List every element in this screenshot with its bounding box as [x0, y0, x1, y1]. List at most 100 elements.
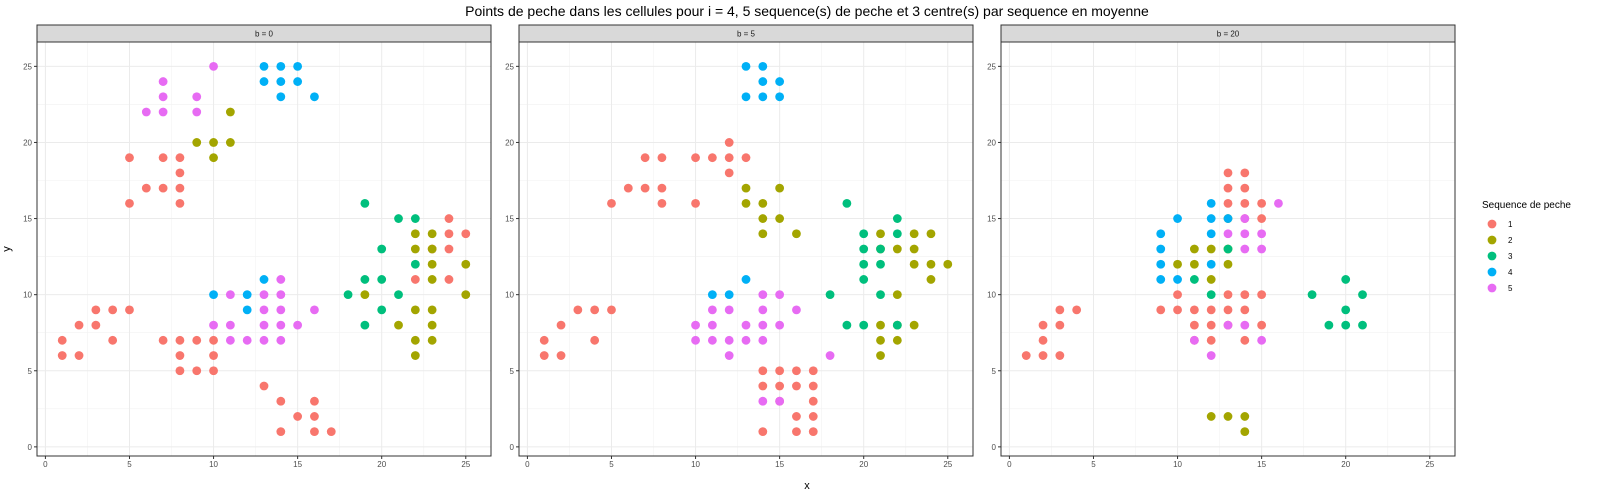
data-point	[276, 92, 286, 102]
data-point	[775, 381, 785, 391]
data-point	[876, 320, 885, 330]
data-point	[175, 168, 185, 178]
data-point	[293, 320, 303, 330]
data-point	[1038, 320, 1048, 330]
data-point	[607, 305, 616, 315]
data-point	[775, 396, 785, 406]
data-point	[108, 305, 118, 315]
data-point	[539, 335, 549, 345]
data-point	[1240, 183, 1250, 193]
data-point	[427, 244, 437, 254]
data-point	[909, 259, 919, 269]
legend-label: 2	[1508, 236, 1513, 245]
data-point	[691, 198, 700, 208]
y-tick-label: 10	[987, 291, 996, 300]
y-tick-label: 5	[992, 367, 997, 376]
data-point	[276, 61, 286, 71]
data-point	[876, 229, 885, 239]
data-point	[1156, 259, 1166, 269]
data-point	[1257, 198, 1267, 208]
data-point	[758, 198, 768, 208]
legend-swatch	[1487, 283, 1497, 293]
data-point	[539, 351, 549, 360]
x-tick-label: 15	[293, 460, 302, 469]
x-tick-label: 10	[209, 460, 218, 469]
data-point	[573, 305, 583, 315]
data-point	[225, 107, 235, 117]
data-point	[1240, 335, 1250, 345]
data-point	[775, 92, 785, 102]
data-point	[556, 320, 566, 330]
x-tick-label: 25	[461, 460, 470, 469]
data-point	[758, 92, 768, 102]
data-point	[758, 77, 768, 86]
data-point	[377, 244, 387, 254]
data-point	[293, 77, 303, 86]
data-point	[1038, 335, 1048, 345]
data-point	[758, 366, 768, 376]
data-point	[792, 412, 801, 421]
data-point	[707, 153, 717, 163]
data-point	[758, 305, 768, 315]
data-point	[125, 198, 134, 208]
data-point	[377, 305, 387, 315]
data-point	[259, 61, 269, 71]
data-point	[343, 290, 353, 300]
legend-label: 3	[1508, 252, 1513, 261]
x-tick-label: 5	[127, 460, 132, 469]
data-point	[657, 198, 667, 208]
data-point	[394, 320, 403, 330]
data-point	[427, 275, 437, 284]
legend-label: 5	[1508, 284, 1513, 293]
data-point	[108, 335, 118, 345]
data-point	[444, 244, 454, 254]
data-point	[792, 305, 801, 315]
data-point	[1072, 305, 1082, 315]
legend-swatch	[1487, 267, 1497, 277]
data-point	[657, 183, 667, 193]
data-point	[91, 320, 101, 330]
data-point	[1156, 244, 1166, 254]
data-point	[1223, 305, 1233, 315]
data-point	[876, 351, 885, 360]
data-point	[57, 335, 67, 345]
panel-border	[36, 41, 492, 457]
data-point	[943, 259, 953, 269]
panel-border	[518, 41, 974, 457]
y-tick-label: 15	[987, 215, 996, 224]
data-point	[1274, 198, 1283, 208]
data-point	[1173, 290, 1182, 300]
data-point	[410, 351, 420, 360]
data-point	[859, 320, 869, 330]
data-point	[461, 229, 471, 239]
data-point	[707, 335, 717, 345]
data-point	[158, 77, 168, 86]
data-point	[623, 183, 633, 193]
data-point	[310, 412, 319, 421]
data-point	[1189, 335, 1199, 345]
data-point	[175, 183, 185, 193]
data-point	[74, 351, 84, 360]
y-tick-label: 10	[505, 291, 514, 300]
data-point	[175, 153, 185, 163]
data-point	[242, 290, 252, 300]
x-tick-label: 5	[609, 460, 614, 469]
data-point	[1223, 259, 1233, 269]
data-point	[276, 320, 286, 330]
y-tick-label: 0	[28, 443, 33, 452]
data-point	[859, 275, 869, 284]
data-point	[1055, 320, 1065, 330]
data-point	[909, 229, 919, 239]
data-point	[1206, 229, 1216, 239]
data-point	[427, 305, 437, 315]
data-point	[842, 320, 852, 330]
x-tick-label: 0	[1007, 460, 1012, 469]
data-point	[876, 335, 885, 345]
data-point	[158, 107, 168, 117]
data-point	[1173, 305, 1182, 315]
data-point	[724, 305, 734, 315]
data-point	[1223, 198, 1233, 208]
data-point	[876, 290, 885, 300]
data-point	[427, 229, 437, 239]
